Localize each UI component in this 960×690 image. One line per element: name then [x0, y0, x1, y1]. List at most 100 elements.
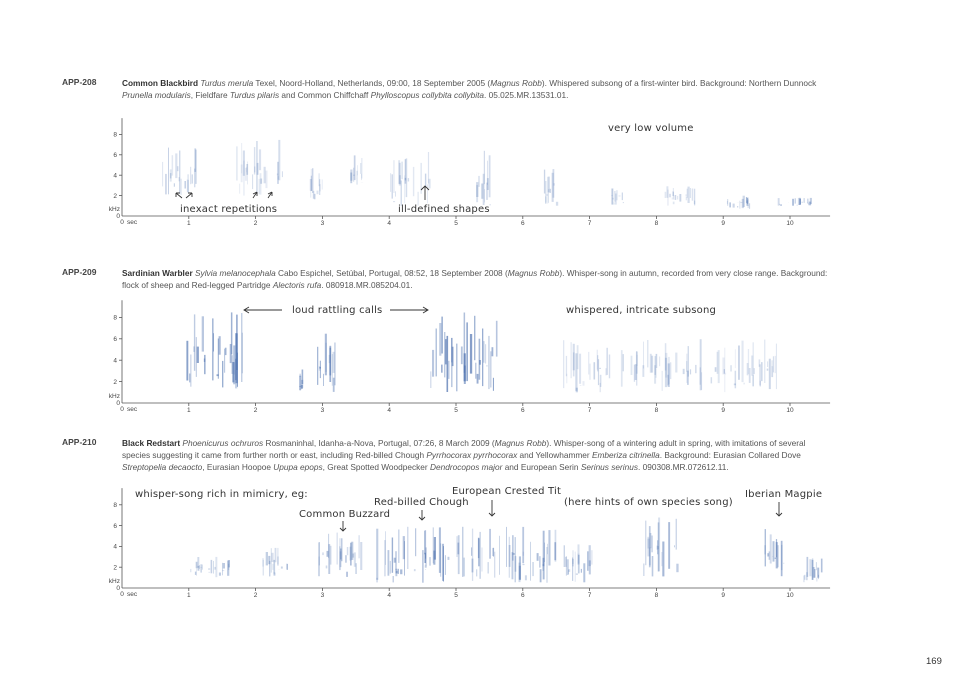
- spectrogram-streak: [651, 535, 653, 553]
- spectrogram-streak: [265, 170, 268, 189]
- spectrogram-streak: [738, 345, 740, 380]
- spectrogram-streak: [448, 360, 450, 379]
- spectrogram-streak: [350, 169, 353, 181]
- scientific-name: Phoenicurus ochruros: [182, 438, 264, 448]
- spectrogram-streak: [635, 351, 638, 374]
- spectrogram-streak: [217, 338, 219, 379]
- annotation-own-species-song: (here hints of own species song): [564, 497, 733, 508]
- spectrogram-streak: [661, 370, 663, 391]
- spectrogram-streak: [190, 354, 192, 387]
- spectrogram-streak: [228, 563, 230, 571]
- spectrogram-streak: [758, 359, 761, 367]
- spectrogram-streak: [545, 181, 547, 204]
- y-tick-label: 6: [113, 523, 117, 530]
- spectrogram-streak: [268, 555, 271, 565]
- spectrogram-streak: [667, 363, 670, 387]
- spectrogram-streak: [479, 360, 481, 365]
- spectrogram-streak: [693, 200, 696, 205]
- spectrogram-streak: [654, 356, 656, 375]
- spectrogram-streak: [649, 353, 652, 373]
- spectrogram-streak: [485, 344, 487, 364]
- spectrogram-streak: [803, 198, 805, 203]
- spectrogram-streak: [518, 565, 521, 580]
- spectrogram-streak: [665, 352, 668, 378]
- spectrogram-streak: [636, 354, 638, 366]
- spectrogram-streak: [222, 563, 225, 569]
- spectrogram-streak: [451, 346, 454, 367]
- spectrogram-streak: [649, 533, 652, 549]
- spectrogram-streak: [274, 547, 277, 563]
- spectrogram-streak: [746, 197, 749, 206]
- spectrogram-marks: [162, 139, 812, 209]
- spectrogram-streak: [332, 377, 335, 392]
- x-tick-label: 6: [521, 220, 525, 227]
- spectrogram-streak: [759, 380, 761, 387]
- spectrogram-streak: [208, 568, 211, 570]
- spectrogram-streak: [747, 349, 750, 375]
- spectrogram-streak: [254, 166, 256, 173]
- spectrogram-streak: [201, 316, 204, 352]
- spectrogram-streak: [486, 365, 488, 367]
- spectrogram-streak: [572, 558, 574, 567]
- spectrogram-streak: [768, 551, 771, 560]
- spectrogram-streak: [456, 343, 458, 392]
- y-tick-label: 6: [113, 336, 117, 343]
- spectrogram-streak: [475, 362, 477, 379]
- spectrogram-streak: [797, 197, 801, 205]
- spectrogram-streak: [487, 562, 489, 574]
- spectrogram-streak: [398, 160, 401, 184]
- spectrogram-streak: [772, 541, 775, 562]
- spectrogram-streak: [346, 547, 349, 556]
- spectrogram-streak: [162, 161, 164, 187]
- spectrogram-streak: [532, 562, 534, 577]
- annotation-red-billed-chough: Red-billed Chough: [374, 497, 469, 508]
- spectrogram-streak: [801, 201, 803, 203]
- spectrogram-streak: [424, 530, 426, 555]
- spectrogram-streak: [387, 550, 390, 576]
- spectrogram-streak: [811, 559, 814, 580]
- spectrogram-streak: [402, 536, 405, 560]
- spectrogram-streak: [723, 369, 725, 374]
- spectrogram-streak: [241, 143, 243, 174]
- spectrogram-streak: [482, 328, 484, 387]
- spectrogram-streak: [734, 349, 736, 369]
- x-tick-label: 8: [655, 407, 659, 414]
- spectrogram-streak: [798, 197, 801, 205]
- spectrogram-streak: [764, 339, 766, 383]
- spectrogram-streak: [522, 526, 525, 564]
- spectrogram-streak: [542, 557, 545, 567]
- spectrogram-streak: [615, 190, 618, 201]
- spectrogram-streak: [546, 193, 548, 196]
- spectrogram-streak: [276, 173, 279, 176]
- spectrogram-streak: [630, 355, 633, 375]
- entry-caption: Sardinian Warbler Sylvia melanocephala C…: [122, 268, 828, 290]
- spectrogram-streak: [361, 173, 362, 181]
- spectrogram-streak: [767, 553, 769, 557]
- spectrogram-streak: [508, 536, 510, 578]
- spectrogram-streak: [318, 542, 320, 566]
- spectrogram-streak: [346, 571, 348, 577]
- entry-id: APP-208: [62, 77, 97, 87]
- spectrogram-streak: [457, 542, 460, 555]
- spectrogram-streak: [484, 189, 485, 203]
- spectrogram-streak: [672, 201, 675, 205]
- spectrogram-streak: [165, 173, 167, 195]
- spectrogram-streak: [189, 373, 191, 383]
- spectrogram-streak: [553, 183, 555, 186]
- x-tick-label: 10: [786, 220, 794, 227]
- scientific-name: Turdus merula: [200, 78, 254, 88]
- spectrogram-streak: [661, 552, 663, 567]
- spectrogram-streak: [446, 335, 449, 392]
- spectrogram-streak: [774, 355, 776, 374]
- y-unit-label: kHz: [109, 393, 120, 400]
- spectrogram-streak: [669, 362, 672, 380]
- spectrogram-streak: [806, 556, 809, 577]
- spectrogram-streak: [169, 173, 172, 179]
- spectrogram-streak: [228, 560, 230, 568]
- spectrogram-streak: [724, 347, 726, 393]
- spectrogram-streak: [679, 194, 682, 202]
- spectrogram-streak: [433, 537, 436, 560]
- spectrogram-streak: [272, 563, 274, 570]
- y-tick-label: 2: [113, 379, 117, 386]
